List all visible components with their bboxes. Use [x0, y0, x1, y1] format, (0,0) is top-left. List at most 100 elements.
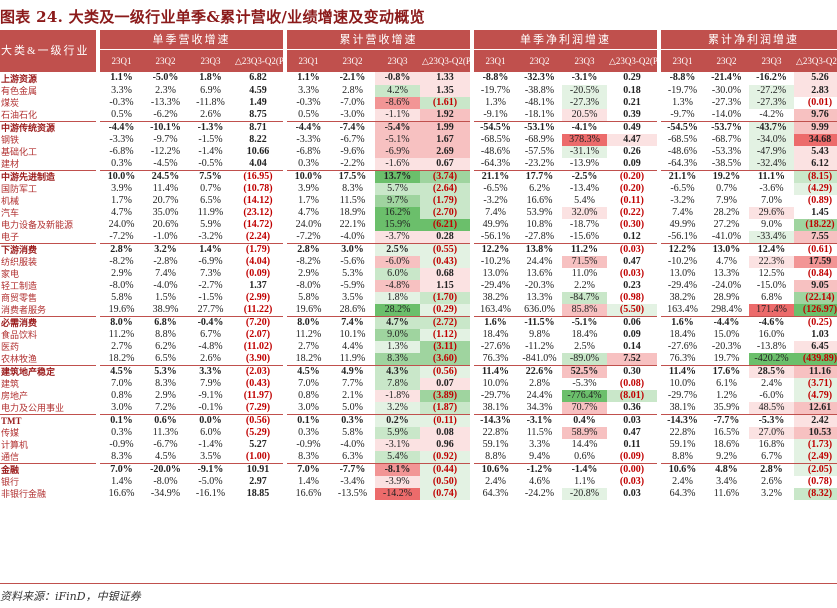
value-cell: 18.4%: [571, 328, 598, 340]
value-cell: -20.8%: [562, 487, 607, 500]
industry-name: 有色金属: [1, 85, 38, 96]
value-cell: -1.4%: [198, 145, 223, 157]
value-cell: 35.0%: [152, 206, 179, 218]
column-header: △23Q3-Q2(Pct): [420, 49, 472, 72]
bottom-rule: [0, 583, 837, 584]
value-cell: 9.0%: [761, 218, 782, 230]
industry-row: 轻工制造 -8.0% -4.0% -2.7% 1.37 -8.0% -5.9% -4.8% 1.…: [0, 279, 837, 292]
value-cell: 3.3%: [188, 364, 233, 378]
value-cell: 0.6%: [143, 413, 188, 427]
value-cell: (0.44): [420, 462, 472, 476]
value-cell: -4.8%: [375, 279, 420, 292]
value-cell: -4.0%: [340, 438, 365, 450]
value-cell: (2.99): [245, 291, 271, 303]
value-cell: -8.0%: [153, 475, 178, 487]
value-cell: -5.0%: [152, 72, 179, 84]
value-cell: 64.3%: [470, 487, 517, 500]
value-cell: -841.0%: [522, 352, 557, 364]
value-cell: 0.18: [623, 84, 641, 96]
industry-row: 纺织服装 -8.2% -2.8% -6.9% (4.04) -8.2% -5.6% -6.0%…: [0, 255, 837, 268]
value-cell: -0.9%: [283, 438, 330, 451]
value-cell: 7.0%: [761, 194, 782, 206]
value-cell: 18.4%: [657, 328, 704, 341]
value-cell: 22.8%: [470, 426, 517, 439]
value-cell: 7.0%: [96, 462, 143, 476]
value-cell: -21.4%: [711, 72, 742, 84]
industry-row: 商贸零售 5.8% 1.5% -1.5% (2.99) 5.8% 3.5% 1.8% (1.70…: [0, 291, 837, 304]
value-cell: -15.0%: [756, 279, 787, 291]
value-cell: (8.01): [607, 389, 659, 402]
value-cell: 9.76: [794, 108, 837, 121]
industry-name: 纺织服装: [1, 256, 38, 267]
value-cell: (3.60): [420, 352, 472, 365]
group-header-cumulative-profit: 累计净利润增速: [657, 30, 837, 50]
value-cell: (2.64): [420, 182, 472, 195]
value-cell: -9.1%: [470, 108, 517, 121]
value-cell: 27.7%: [197, 303, 224, 315]
value-cell: 49.9%: [657, 218, 704, 231]
value-cell: -4.0%: [153, 279, 178, 291]
value-cell: 3.3%: [96, 84, 143, 97]
value-cell: 6.3%: [342, 450, 363, 462]
value-cell: 4.8%: [704, 462, 749, 476]
value-cell: 13.3%: [713, 267, 740, 279]
industry-name: 通信: [1, 451, 20, 462]
value-cell: (0.43): [245, 377, 271, 389]
value-cell: -33.4%: [749, 230, 794, 243]
value-cell: 0.08: [420, 426, 472, 439]
value-cell: 0.96: [420, 438, 472, 451]
value-cell: 10.6%: [657, 462, 704, 476]
value-cell: -2.7%: [198, 279, 223, 291]
value-cell: -0.5%: [198, 157, 223, 169]
value-cell: (4.29): [794, 182, 837, 195]
value-cell: 1.1%: [96, 72, 143, 85]
value-cell: 5.43: [794, 145, 837, 158]
value-cell: 1.33: [420, 72, 472, 85]
value-cell: -0.3%: [283, 96, 330, 109]
value-cell: -5.3%: [749, 413, 794, 427]
value-cell: (7.29): [245, 401, 271, 413]
value-cell: 16.6%: [283, 487, 330, 500]
value-cell: 0.36: [623, 401, 641, 413]
value-cell: -43.7%: [749, 120, 794, 134]
value-cell: -4.2%: [759, 108, 784, 120]
value-cell: 34.68: [794, 133, 837, 146]
value-cell: 4.7%: [283, 206, 330, 219]
value-cell: -6.2%: [153, 108, 178, 120]
value-cell: (0.22): [619, 206, 645, 218]
value-cell: (0.20): [607, 169, 659, 183]
value-cell: 1.7%: [283, 194, 330, 207]
value-cell: 16.5%: [713, 426, 740, 438]
value-cell: -5.9%: [340, 279, 365, 291]
value-cell: 14.4%: [571, 438, 598, 450]
value-cell: -20.5%: [562, 84, 607, 97]
value-cell: -27.2%: [749, 84, 794, 97]
value-cell: 9.4%: [529, 450, 550, 462]
value-cell: (0.43): [420, 255, 472, 268]
value-cell: 0.8%: [283, 389, 330, 402]
industry-row: 煤炭 -0.3% -13.3% -11.8% 1.49 -0.3% -7.0% -8.6% (1…: [0, 96, 837, 109]
value-cell: 6.5%: [200, 194, 221, 206]
value-cell: 76.3%: [657, 352, 704, 365]
value-cell: 9.99: [794, 120, 837, 134]
value-cell: 0.29: [623, 72, 641, 84]
value-cell: 59.1%: [470, 438, 517, 451]
value-cell: -7.0%: [340, 96, 365, 108]
value-cell: 28.5%: [749, 364, 794, 378]
value-cell: 12.2%: [657, 242, 704, 256]
value-cell: 17.59: [794, 255, 837, 268]
value-cell: -10.2%: [657, 255, 704, 268]
value-cell: -5.6%: [340, 255, 365, 267]
value-cell: -4.8%: [198, 340, 223, 352]
value-cell: 10.0%: [283, 169, 330, 183]
value-cell: 1.8%: [199, 72, 222, 84]
value-cell: 15.9%: [375, 218, 420, 231]
value-cell: 13.6%: [526, 267, 553, 279]
value-cell: 4.5%: [155, 450, 176, 462]
value-cell: -3.6%: [759, 182, 784, 194]
category-row: 中游先进制造 10.0% 24.5% 7.5% (16.95) 10.0% 17.5% 13.…: [0, 169, 837, 183]
value-cell: -8.2%: [283, 255, 330, 268]
value-cell: -10.1%: [143, 120, 188, 134]
value-cell: -8.6%: [375, 96, 420, 109]
value-cell: 5.8%: [283, 291, 330, 304]
